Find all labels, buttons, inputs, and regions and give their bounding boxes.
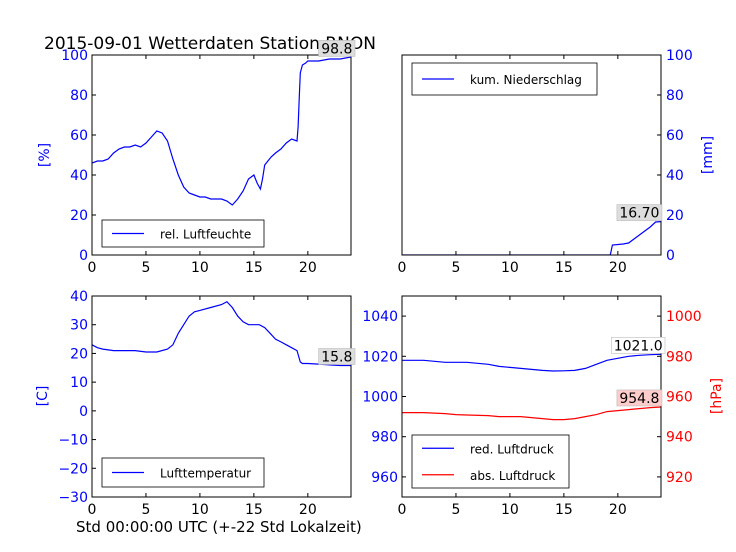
precipitation-series-0-line xyxy=(402,221,661,255)
pressure-xtick-label: 10 xyxy=(501,502,519,518)
pressure-xtick-label: 20 xyxy=(609,502,627,518)
pressure-xtick-label: 15 xyxy=(555,502,573,518)
humidity-xtick-label: 0 xyxy=(88,260,97,276)
precipitation-xtick-label: 20 xyxy=(609,260,627,276)
temperature-axes-frame xyxy=(91,295,352,498)
temperature-xtick-label: 15 xyxy=(245,502,263,518)
pressure-ytick-label: 960 xyxy=(371,470,398,486)
humidity-ytick-label: 80 xyxy=(70,88,88,104)
precipitation-annotation-0: 16.70 xyxy=(619,206,659,222)
temperature-ytick-label: −30 xyxy=(58,490,88,506)
humidity-ytick-label: 60 xyxy=(70,128,88,144)
pressure-ytick-label: 980 xyxy=(371,430,398,446)
pressure-legend-box xyxy=(411,434,570,489)
pressure-ytick-label-right: 1000 xyxy=(666,309,702,325)
temperature-ytick-label: 30 xyxy=(70,318,88,334)
humidity-ylabel: [%] xyxy=(37,143,53,167)
humidity-panel: 0 5 10 15 20 0 20 40 60 80 100 [%] 98.8 rel. Luftfeuc… xyxy=(37,40,356,276)
precipitation-legend-label-0: kum. Niederschlag xyxy=(470,73,582,87)
temperature-annotation-box-0 xyxy=(318,348,356,365)
temperature-ytick-label: −10 xyxy=(58,433,88,449)
temperature-ytick-label: 20 xyxy=(70,346,88,362)
precipitation-axes-frame xyxy=(401,54,662,256)
pressure-panel: 0 5 10 15 2096098010001020104092094096098010… xyxy=(362,295,725,518)
humidity-ytick-label: 0 xyxy=(79,248,88,264)
temperature-ytick-label: 40 xyxy=(70,289,88,305)
temperature-annotation-0: 15.8 xyxy=(321,349,352,365)
pressure-xtick-label: 5 xyxy=(451,502,460,518)
precipitation-ytick-label-right: 100 xyxy=(666,48,693,64)
humidity-xtick-label: 15 xyxy=(245,260,263,276)
precipitation-ytick-label-right: 40 xyxy=(666,168,684,184)
pressure-series-1-line xyxy=(402,406,661,421)
pressure-ylabel: [hPa] xyxy=(709,378,725,414)
pressure-ytick-label-right: 940 xyxy=(666,430,693,446)
precipitation-panel: 0 5 10 15 20 0 20 40 60 80 100 [mm] 16.70 kum. Nieder… xyxy=(398,48,716,276)
precipitation-xtick-label: 10 xyxy=(501,260,519,276)
pressure-annotation-1: 954.8 xyxy=(619,391,659,407)
humidity-annotation-0: 98.8 xyxy=(321,41,352,57)
pressure-ytick-label: 1020 xyxy=(362,349,398,365)
temperature-ytick-label: −20 xyxy=(58,461,88,477)
humidity-ytick-label: 20 xyxy=(70,208,88,224)
precipitation-xtick-label: 15 xyxy=(555,260,573,276)
humidity-series-0-line xyxy=(92,56,351,206)
pressure-ytick-label-right: 960 xyxy=(666,390,693,406)
pressure-xtick-label: 0 xyxy=(398,502,407,518)
temperature-ylabel: [C] xyxy=(35,386,51,407)
precipitation-ytick-label-right: 80 xyxy=(666,88,684,104)
pressure-ytick-label-right: 920 xyxy=(666,470,693,486)
pressure-series-0-line xyxy=(402,353,661,372)
humidity-xtick-label: 20 xyxy=(299,260,317,276)
humidity-ytick-label: 40 xyxy=(70,168,88,184)
humidity-xtick-label: 5 xyxy=(141,260,150,276)
pressure-annotation-box-1 xyxy=(616,389,663,407)
precipitation-ytick-label-right: 20 xyxy=(666,208,684,224)
temperature-xtick-label: 20 xyxy=(299,502,317,518)
precipitation-ytick-label-right: 60 xyxy=(666,128,684,144)
temperature-xtick-label: 5 xyxy=(141,502,150,518)
pressure-ytick-label-right: 980 xyxy=(666,349,693,365)
precipitation-ylabel: [mm] xyxy=(700,136,716,174)
temperature-series-0-line xyxy=(92,300,351,367)
pressure-ytick-label: 1040 xyxy=(362,309,398,325)
precipitation-xtick-label: 0 xyxy=(398,260,407,276)
pressure-annotation-box-0 xyxy=(611,336,666,354)
temperature-ytick-label: 10 xyxy=(70,375,88,391)
pressure-legend-label-0: red. Luftdruck xyxy=(470,442,554,456)
temperature-ytick-label: 0 xyxy=(79,404,88,420)
pressure-ytick-label: 1000 xyxy=(362,390,398,406)
humidity-axes-frame xyxy=(91,54,352,256)
precipitation-xtick-label: 5 xyxy=(451,260,460,276)
humidity-legend-label-0: rel. Luftfeuchte xyxy=(160,228,251,242)
temperature-panel: 0 5 10 15 20 −30 −20 −10 0 10 20 30 40 [C] 15.8 Lufttem… xyxy=(35,289,356,518)
pressure-legend-label-1: abs. Luftdruck xyxy=(470,469,555,483)
figure-title: 2015-09-01 Wetterdaten Station RNON xyxy=(44,34,376,54)
humidity-ytick-label: 100 xyxy=(61,48,88,64)
temperature-legend-label-0: Lufttemperatur xyxy=(160,467,251,481)
precipitation-annotation-box-0 xyxy=(616,204,663,221)
shared-x-axis-label: Std 00:00:00 UTC (+-22 Std Lokalzeit) xyxy=(76,518,362,536)
humidity-xtick-label: 10 xyxy=(191,260,209,276)
temperature-xtick-label: 10 xyxy=(191,502,209,518)
temperature-xtick-label: 0 xyxy=(88,502,97,518)
precipitation-ytick-label-right: 0 xyxy=(666,248,675,264)
humidity-annotation-box-0 xyxy=(318,40,356,57)
pressure-annotation-0: 1021.0 xyxy=(614,338,663,354)
